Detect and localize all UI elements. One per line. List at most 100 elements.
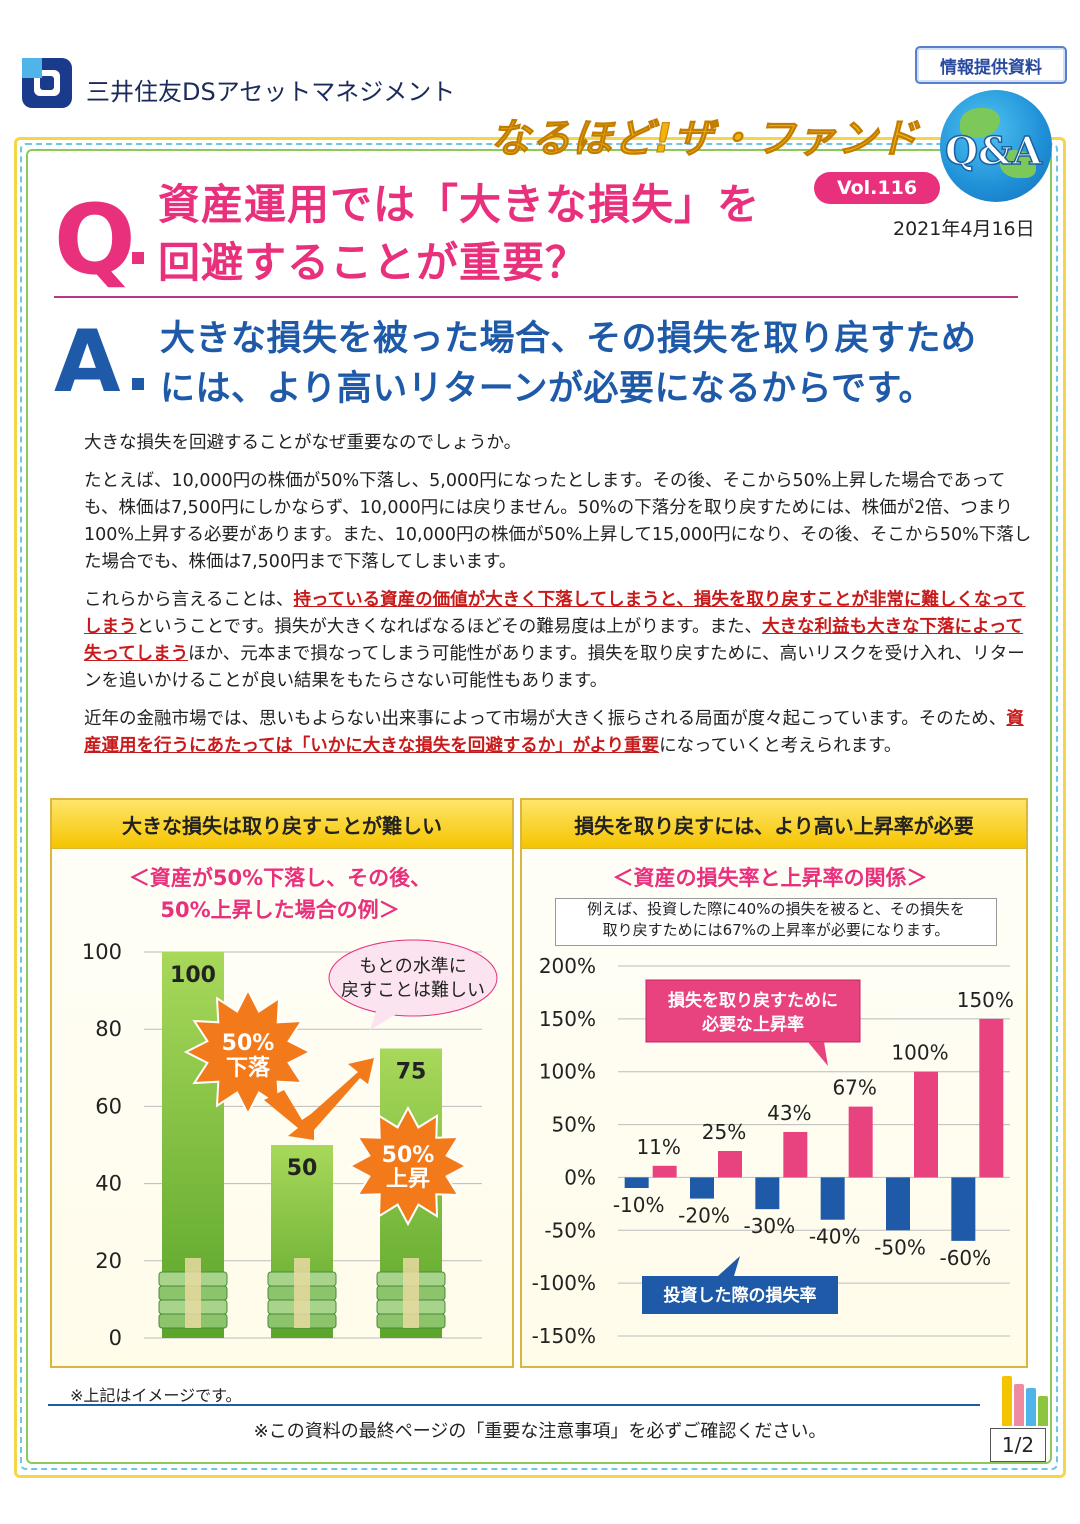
arrow-up-icon <box>302 1058 374 1130</box>
p3-text-c: ほか、元本まで損なってしまう可能性があります。損失を取り戻すために、高いリスクを… <box>84 644 1025 691</box>
p3-emphasis-2: 大きな利益も大きな下落によって失ってしまう <box>84 617 1024 664</box>
globe-icon <box>940 90 1052 202</box>
loss-category-label: -10% <box>613 1193 665 1217</box>
series-qa: Q&A <box>944 127 1042 174</box>
loss-legend-label: 投資した際の損失率 <box>664 1285 817 1306</box>
loss-legend-box <box>642 1276 838 1314</box>
left-bar-chart: 020406080100100507550%下落50%上昇もとの水準に戻すことは… <box>82 939 498 1350</box>
bubble-line-1: もとの水準に <box>359 956 466 977</box>
y-tick-label: -50% <box>544 1218 596 1242</box>
right-note-line-1: 例えば、投資した際に40%の損失を被ると、その損失を <box>587 900 965 918</box>
y-tick-label: 50% <box>552 1113 596 1137</box>
gain-value-label: 11% <box>636 1135 680 1159</box>
question-dot <box>132 252 144 264</box>
page-number: 1/2 <box>990 1428 1046 1462</box>
y-tick-label: 20 <box>95 1249 122 1273</box>
right-bar-chart: -150% -100% -50% 0% 50% 100% 150% 200% 11% -10% 25… <box>532 954 1014 1348</box>
gain-bar <box>979 1018 1004 1178</box>
burst-up-line-2: 上昇 <box>386 1167 430 1192</box>
loss-bar <box>690 1177 714 1199</box>
left-subtitle-line-1: ＜資産が50%下落し、その後、 <box>128 866 432 890</box>
loss-bar <box>951 1177 976 1241</box>
y-tick-label: 100% <box>539 1060 596 1084</box>
question-line-2: 回避することが重要？ <box>158 238 589 287</box>
right-panel-subtitle: ＜資産の損失率と上昇率の関係＞ <box>612 866 928 890</box>
burst-down-line-1: 50% <box>222 1031 275 1056</box>
gain-value-label: 150% <box>957 988 1014 1012</box>
bar-value-label: 75 <box>396 1060 427 1085</box>
answer-dot <box>132 378 144 390</box>
loss-category-label: -50% <box>874 1235 926 1259</box>
answer-text: 大きな損失を被った場合、その損失を取り戻すため には、より高いリターンが必要にな… <box>160 314 977 414</box>
money-band-icon <box>294 1258 310 1328</box>
company-logo-icon <box>22 58 72 108</box>
p4-text-a: 近年の金融市場では、思いもよらない出来事によって市場が大きく振らされる局面が度々… <box>84 709 1007 729</box>
footer-notice: ※この資料の最終ページの「重要な注意事項」を必ずご確認ください。 <box>253 1421 827 1442</box>
burst-up-icon <box>347 1105 469 1227</box>
left-subtitle-line-2: 50%上昇した場合の例＞ <box>160 898 400 922</box>
p4-emphasis: 資産運用を行うにあたっては「いかに大きな損失を回避するか」がより重要 <box>84 709 1024 756</box>
y-tick-label: -150% <box>532 1324 596 1348</box>
p3-text-a: これらから言えることは、 <box>84 590 294 610</box>
gain-bar <box>848 1106 873 1178</box>
p4-text-b: になっていくと考えられます。 <box>659 736 902 756</box>
loss-category-label: -30% <box>743 1214 795 1238</box>
loss-bar <box>624 1177 649 1188</box>
y-tick-label: 100 <box>82 940 122 964</box>
info-badge: 情報提供資料 <box>915 46 1067 84</box>
gain-value-label: 67% <box>832 1076 876 1100</box>
right-panel-note: 例えば、投資した際に40%の損失を被ると、その損失を 取り戻すためには67%の上… <box>555 898 997 946</box>
speech-bubble-tail <box>370 1008 400 1030</box>
money-band-icon <box>185 1258 201 1328</box>
paragraph-2: たとえば、10,000円の株価が50%下落し、5,000円になったとします。その… <box>84 471 1032 572</box>
gain-bar <box>652 1165 677 1178</box>
money-band-icon <box>403 1258 419 1328</box>
border-blue <box>20 143 1058 1470</box>
paragraph-4: 近年の金融市場では、思いもよらない出来事によって市場が大きく振らされる局面が度々… <box>84 706 1034 760</box>
loss-bar <box>886 1177 910 1231</box>
footer-divider <box>48 1404 980 1406</box>
y-tick-label: 40 <box>95 1172 122 1196</box>
loss-bar <box>820 1177 845 1220</box>
gain-legend-box <box>645 979 861 1043</box>
speech-bubble <box>328 939 498 1017</box>
y-tick-label: 0% <box>564 1165 596 1189</box>
answer-letter: A <box>54 312 121 412</box>
gain-bar <box>783 1131 808 1178</box>
loss-bar <box>755 1177 780 1210</box>
y-tick-label: 60 <box>95 1094 122 1118</box>
burst-down-line-2: 下落 <box>226 1056 271 1081</box>
body-text: 大きな損失を回避することがなぜ重要なのでしょうか。 たとえば、10,000円の株… <box>84 430 1034 771</box>
image-note: ※上記はイメージです。 <box>70 1386 242 1405</box>
gain-bar <box>914 1071 938 1178</box>
right-note-line-2: 取り戻すためには67%の上昇率が必要になります。 <box>602 921 950 939</box>
issue-date: 2021年4月16日 <box>893 218 1035 240</box>
loss-legend-pointer <box>718 1256 740 1276</box>
question-text: 資産運用では「大きな損失」を 回避することが重要？ <box>158 176 760 292</box>
loss-category-label: -20% <box>678 1204 730 1228</box>
answer-line-1: 大きな損失を被った場合、その損失を取り戻すため <box>160 319 977 359</box>
border-yellow <box>14 137 1066 1478</box>
loss-category-label: -40% <box>809 1225 861 1249</box>
p3-text-b: ということです。損失が大きくなればなるほどその難易度は上がります。また、 <box>136 617 762 637</box>
company-name: 三井住友DSアセットマネジメント <box>86 78 456 106</box>
y-tick-label: 0 <box>109 1326 122 1350</box>
left-panel-title: 大きな損失は取り戻すことが難しい <box>52 800 512 849</box>
y-tick-label: -100% <box>532 1271 596 1295</box>
bar-value-label: 50 <box>287 1156 318 1181</box>
question-letter: Q <box>54 184 136 296</box>
left-panel-subtitle: ＜資産が50%下落し、その後、 50%上昇した場合の例＞ <box>80 862 480 926</box>
p3-emphasis-1: 持っている資産の価値が大きく下落してしまうと、損失を取り戻すことが非常に難しくな… <box>84 590 1026 637</box>
arrow-down-icon <box>264 1090 314 1140</box>
bubble-line-2: 戻すことは難しい <box>341 980 485 1001</box>
gain-legend-line-2: 必要な上昇率 <box>701 1014 804 1035</box>
gain-value-label: 43% <box>767 1101 811 1125</box>
y-tick-label: 200% <box>539 954 596 978</box>
y-tick-label: 80 <box>95 1017 122 1041</box>
question-divider <box>54 296 1018 298</box>
volume-badge: Vol.116 <box>814 172 940 204</box>
series-title: なるほど!ザ・ファンド <box>489 116 920 163</box>
question-line-1: 資産運用では「大きな損失」を <box>158 180 761 229</box>
gain-legend-pointer <box>808 1042 828 1066</box>
gain-legend-line-1: 損失を取り戻すために <box>668 990 838 1011</box>
